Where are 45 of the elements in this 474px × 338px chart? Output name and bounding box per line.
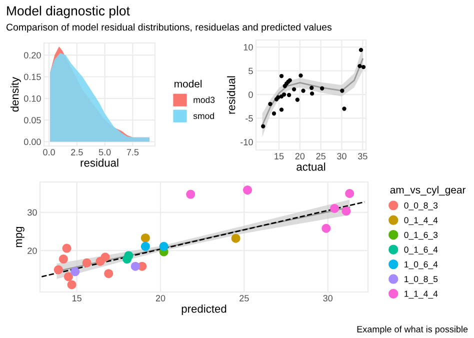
- x-tick-label: 20: [156, 295, 166, 302]
- x-axis-title: actual: [296, 162, 326, 171]
- y-axis-title: residual: [227, 76, 236, 114]
- chart-title: Model diagnostic plot: [7, 6, 130, 18]
- y-tick-label: 0.15: [24, 74, 41, 80]
- x-tick-label: 30: [337, 153, 346, 160]
- legend-label: 1_0_6_4: [404, 261, 438, 270]
- x-tick-label: 30: [323, 295, 333, 302]
- legend-title: am_vs_cyl_gear: [390, 186, 466, 196]
- text: Example of what is possible: [357, 326, 468, 334]
- x-axis-title: residual: [80, 158, 118, 167]
- x-axis-title: predicted: [182, 304, 226, 315]
- x-tick-label: 35: [358, 153, 368, 160]
- x-tick-label: 20: [295, 153, 305, 160]
- y-tick-label: -5: [246, 115, 253, 122]
- y-tick-label: 30: [28, 209, 37, 216]
- y-tick-label: 0.05: [24, 117, 41, 124]
- x-tick-label: 0.0: [43, 149, 55, 156]
- legend-label: 0_1_6_3: [404, 232, 438, 240]
- y-tick-label: 5: [248, 68, 253, 74]
- legend-label: smod: [193, 112, 214, 120]
- x-tick-label: 25: [240, 295, 249, 302]
- y-tick-label: 0.10: [24, 95, 41, 102]
- legend-label: 0_1_4_4: [404, 217, 438, 225]
- y-axis-title: density: [10, 76, 21, 112]
- y-tick-label: -10: [240, 138, 253, 146]
- y-axis-title: mpg: [16, 226, 24, 248]
- x-tick-label: 15: [72, 295, 82, 302]
- legend-label: 0_1_6_4: [404, 246, 438, 254]
- legend-label: 1_1_4_4: [404, 290, 438, 299]
- chart-subtitle: Comparison of model residual distributions, residuelas and predicted values: [6, 23, 332, 33]
- legend-label: 1_0_8_5: [404, 276, 438, 284]
- y-tick-label: 0: [248, 91, 253, 98]
- legend-label: 0_0_8_3: [404, 202, 438, 210]
- legend-title: model: [174, 80, 202, 88]
- y-tick-label: 20: [28, 248, 37, 254]
- x-tick-label: 2.5: [71, 149, 83, 156]
- y-tick-label: 0.20: [24, 52, 41, 58]
- x-tick-label: 15: [274, 153, 284, 160]
- y-tick-label: 0.00: [24, 138, 41, 146]
- x-tick-label: 25: [316, 153, 326, 160]
- legend-label: mod3: [194, 96, 215, 103]
- y-tick-label: 10: [244, 44, 253, 50]
- x-tick-label: 5.0: [98, 149, 111, 156]
- x-tick-label: 7.5: [126, 149, 139, 156]
